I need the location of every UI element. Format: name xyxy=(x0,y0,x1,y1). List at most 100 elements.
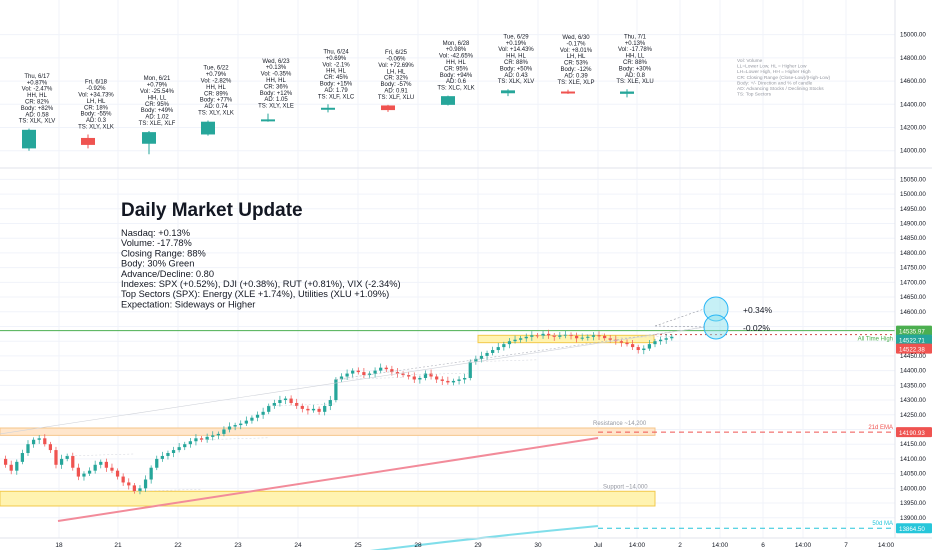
level-label-ema: 21d EMA xyxy=(868,425,893,431)
daily-label-line: CR: 53% xyxy=(564,61,589,67)
daily-label-line: +0.98% xyxy=(446,47,467,53)
lower-y-tick: 13950.00 xyxy=(900,500,926,507)
daily-label-line: Vol: -42.65% xyxy=(439,54,474,60)
session-dotted-line xyxy=(134,489,202,492)
intraday-candle xyxy=(15,461,19,471)
session-dotted-line xyxy=(537,333,605,337)
daily-label-line: CR: 36% xyxy=(264,84,289,90)
intraday-candle xyxy=(479,355,484,359)
note-line: Top Sectors (SPX): Energy (XLE +1.74%), … xyxy=(121,289,389,299)
intraday-candle xyxy=(244,420,248,424)
price-badge-text: 13864.50 xyxy=(899,526,925,533)
intraday-candle xyxy=(491,350,495,353)
intraday-candle xyxy=(110,467,114,471)
daily-label-line: +0.87% xyxy=(27,80,48,86)
upper-y-tick: 14400.00 xyxy=(900,101,926,108)
daily-label-line: AD: 0.74 xyxy=(204,104,228,110)
intraday-candle xyxy=(188,441,192,445)
x-tick: 29 xyxy=(474,542,482,549)
session-dotted-line xyxy=(335,377,404,380)
daily-label-line: TS: XLY, XLK xyxy=(78,124,114,130)
lower-y-tick: 14100.00 xyxy=(900,456,926,463)
upper-y-tick: 14800.00 xyxy=(900,55,926,62)
price-badge xyxy=(896,427,932,438)
intraday-candle xyxy=(530,335,534,337)
intraday-candle xyxy=(647,344,652,349)
daily-label-line: -0.17% xyxy=(566,41,586,47)
daily-label-line: -0.06% xyxy=(386,56,406,62)
intraday-candle xyxy=(93,464,97,471)
intraday-candle xyxy=(379,367,383,371)
daily-label-line: Vol: -2.1% xyxy=(322,62,350,68)
daily-label-line: Body: +94% xyxy=(440,73,473,79)
intraday-candle xyxy=(9,464,13,471)
daily-label-line: TS: XLF, XLC xyxy=(318,94,355,100)
intraday-candle xyxy=(171,450,176,454)
intraday-candle xyxy=(65,455,69,459)
intraday-candle xyxy=(121,476,125,483)
projection-line xyxy=(654,308,705,327)
intraday-candle xyxy=(524,336,528,339)
daily-label-line: +0.13% xyxy=(625,41,646,47)
intraday-candle xyxy=(502,344,506,348)
lower-y-tick: 14050.00 xyxy=(900,471,926,478)
level-label-ath: All Time High xyxy=(858,337,893,343)
session-dotted-line xyxy=(403,372,471,376)
daily-label-line: Vol: -25.54% xyxy=(140,89,175,95)
note-line: Nasdaq: +0.13% xyxy=(121,228,190,238)
daily-label-line: CR: 82% xyxy=(25,99,50,105)
daily-label-line: TS: XLY, XLK xyxy=(198,111,234,117)
daily-label-line: +0.79% xyxy=(206,72,227,78)
x-tick: 2 xyxy=(678,542,682,549)
intraday-candle xyxy=(239,423,243,426)
intraday-candle xyxy=(558,335,562,337)
projections: +0.34% -0.02% xyxy=(654,296,773,340)
levels: All Time High 14535.97 14522.71 14522.38 21d… xyxy=(0,325,932,550)
note-line: Closing Range: 88% xyxy=(121,248,206,258)
intraday-candle xyxy=(283,398,288,401)
daily-label-line: Fri, 6/25 xyxy=(385,50,408,56)
intraday-candle xyxy=(597,335,601,337)
daily-label-line: AD: 0.43 xyxy=(504,73,528,79)
price-badge-text: 14535.97 xyxy=(899,329,925,336)
daily-label-line: LH, HL xyxy=(87,99,106,105)
price-badge-text: 14522.38 xyxy=(899,347,925,354)
legend-line: Body: +/- Direction and % of candle xyxy=(737,80,813,86)
x-tick: 22 xyxy=(174,542,182,549)
x-tick: 14:00 xyxy=(629,542,646,549)
daily-label-line: Vol: -2.47% xyxy=(22,87,53,93)
intraday-candle xyxy=(485,352,489,356)
x-tick: 14:00 xyxy=(712,542,729,549)
intraday-candle xyxy=(205,436,209,440)
intraday-candle xyxy=(636,347,640,351)
daily-label-line: Vol: +72.69% xyxy=(378,63,414,69)
x-tick: 14:00 xyxy=(795,542,812,549)
lower-y-tick: 15050.00 xyxy=(900,176,926,183)
intraday-candle xyxy=(547,333,551,336)
intraday-candle xyxy=(328,400,332,406)
intraday-candle xyxy=(166,453,170,456)
daily-label-line: AD: 0.3 xyxy=(86,118,107,124)
daily-label-line: TS: XLE, XLU xyxy=(616,79,653,85)
daily-label-line: Body: +77% xyxy=(200,98,233,104)
intraday-candle xyxy=(602,335,607,339)
upper-y-tick: 14600.00 xyxy=(900,78,926,85)
intraday-candle xyxy=(160,455,164,459)
intraday-candle xyxy=(115,470,120,477)
daily-label-line: Wed, 6/30 xyxy=(562,35,590,41)
lower-y-tick: 14700.00 xyxy=(900,279,926,286)
daily-label-line: HH, HL xyxy=(266,78,286,84)
daily-label-line: +0.13% xyxy=(266,65,287,71)
x-tick: 14:00 xyxy=(878,542,895,549)
zone-band xyxy=(0,427,656,436)
price-badge xyxy=(896,343,932,354)
intraday-candle xyxy=(300,405,304,409)
daily-label-line: HH, HL xyxy=(206,85,226,91)
daily-label-line: -0.92% xyxy=(86,86,106,92)
intraday-candle xyxy=(586,336,590,338)
intraday-candle xyxy=(580,337,584,339)
intraday-candle xyxy=(199,438,204,440)
intraday-candle xyxy=(356,370,360,373)
intraday-candle xyxy=(132,485,136,492)
